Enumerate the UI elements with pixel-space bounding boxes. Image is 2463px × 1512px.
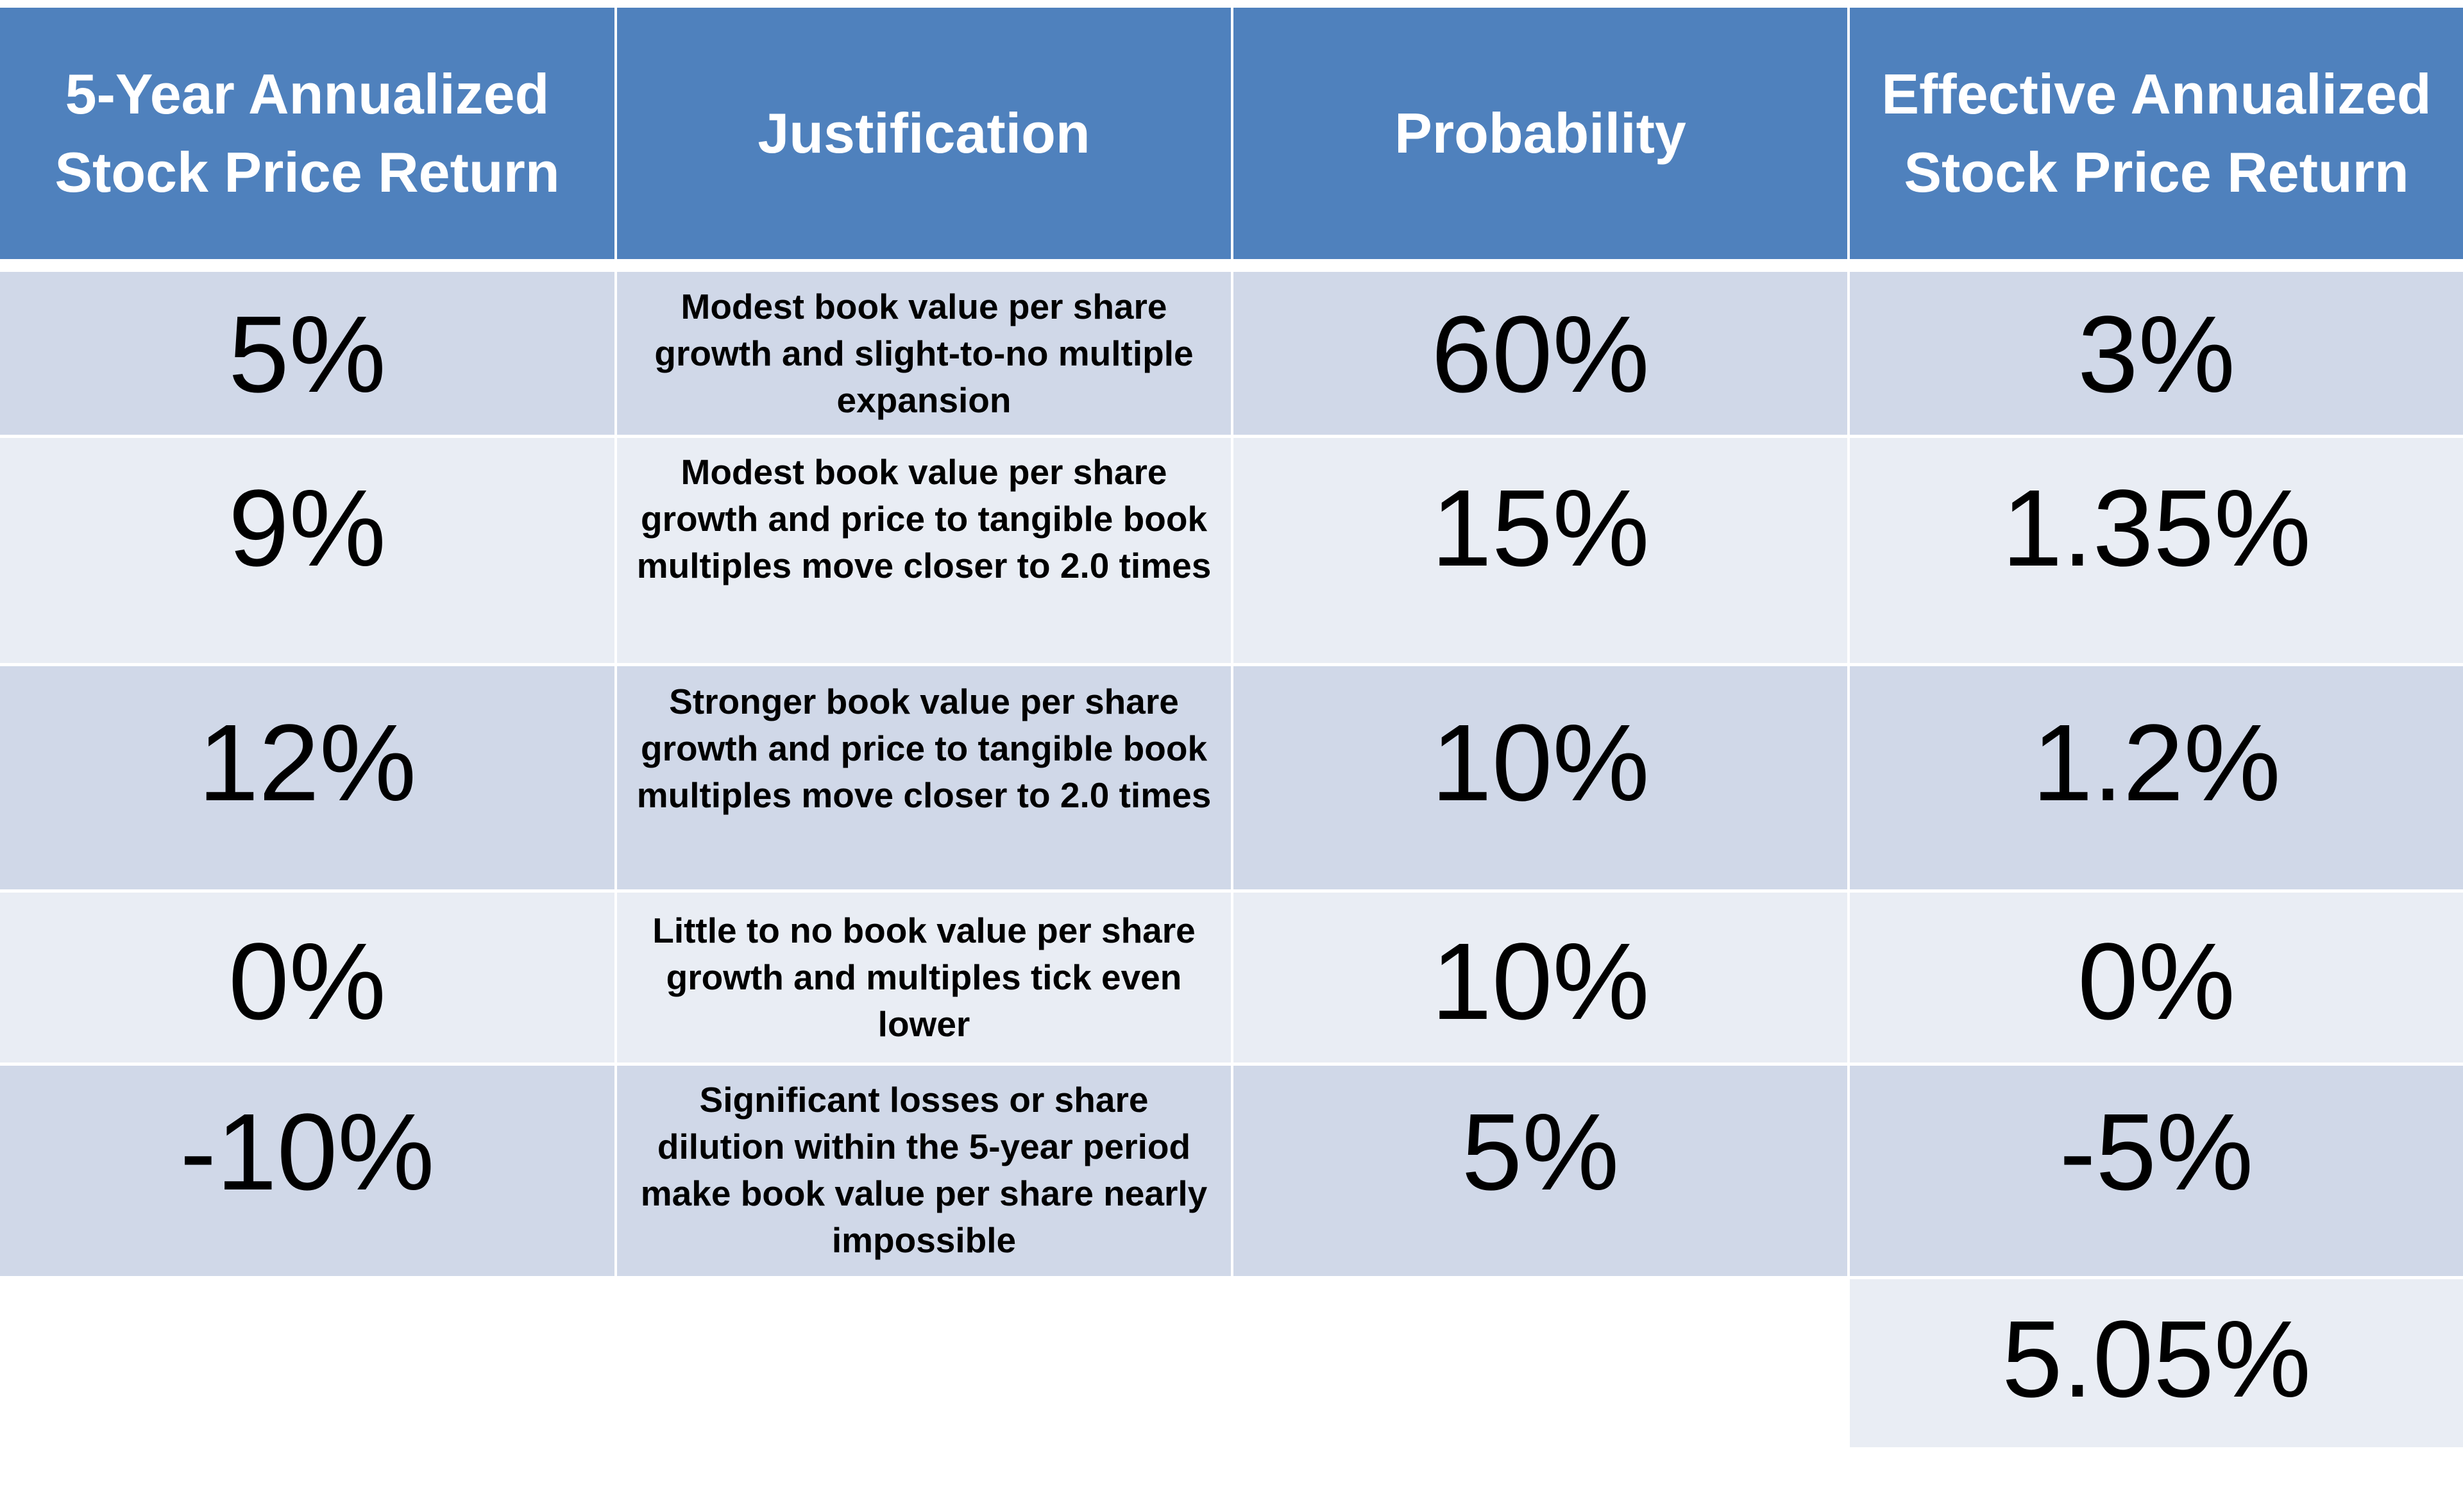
header-justification: Justification xyxy=(617,8,1231,259)
row-1-effective: 3% xyxy=(1850,272,2463,435)
row-4-justification: Little to no book value per share growth… xyxy=(617,893,1231,1063)
row-3-probability: 10% xyxy=(1233,666,1847,889)
header-effective: Effective Annualized Stock Price Return xyxy=(1850,8,2463,259)
row-4-probability: 10% xyxy=(1233,893,1847,1063)
header-return: 5-Year Annualized Stock Price Return xyxy=(0,8,614,259)
row-2-justification: Modest book value per share growth and p… xyxy=(617,438,1231,663)
row-3-return: 12% xyxy=(0,666,614,889)
row-1-return: 5% xyxy=(0,272,614,435)
header-return-label: 5-Year Annualized Stock Price Return xyxy=(55,62,560,204)
row-4-return: 0% xyxy=(0,893,614,1063)
row-4-effective: 0% xyxy=(1850,893,2463,1063)
row-5-return: -10% xyxy=(0,1066,614,1276)
row-5-justification: Significant losses or share dilution wit… xyxy=(617,1066,1231,1276)
header-effective-label: Effective Annualized Stock Price Return xyxy=(1881,62,2432,204)
row-5-effective: -5% xyxy=(1850,1066,2463,1276)
row-5-probability: 5% xyxy=(1233,1066,1847,1276)
row-3-justification: Stronger book value per share growth and… xyxy=(617,666,1231,889)
row-3-effective: 1.2% xyxy=(1850,666,2463,889)
row-2-return: 9% xyxy=(0,438,614,663)
row-1-justification: Modest book value per share growth and s… xyxy=(617,272,1231,435)
header-probability: Probability xyxy=(1233,8,1847,259)
header-probability-label: Probability xyxy=(1394,101,1686,165)
total-effective-return: 5.05% xyxy=(1850,1279,2463,1447)
row-2-effective: 1.35% xyxy=(1850,438,2463,663)
row-2-probability: 15% xyxy=(1233,438,1847,663)
row-1-probability: 60% xyxy=(1233,272,1847,435)
header-justification-label: Justification xyxy=(758,101,1090,165)
